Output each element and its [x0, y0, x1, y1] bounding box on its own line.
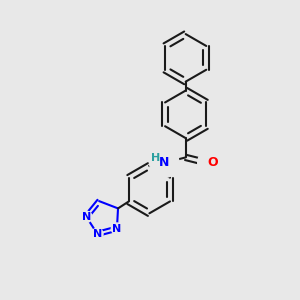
Circle shape: [150, 148, 179, 178]
Text: N: N: [82, 212, 91, 222]
Text: H: H: [151, 153, 160, 163]
Circle shape: [81, 211, 92, 223]
Text: O: O: [207, 156, 218, 169]
Text: N: N: [93, 229, 102, 239]
Circle shape: [111, 223, 123, 234]
Text: N: N: [159, 156, 169, 169]
Circle shape: [198, 148, 227, 178]
Text: N: N: [112, 224, 122, 234]
Circle shape: [92, 228, 103, 239]
